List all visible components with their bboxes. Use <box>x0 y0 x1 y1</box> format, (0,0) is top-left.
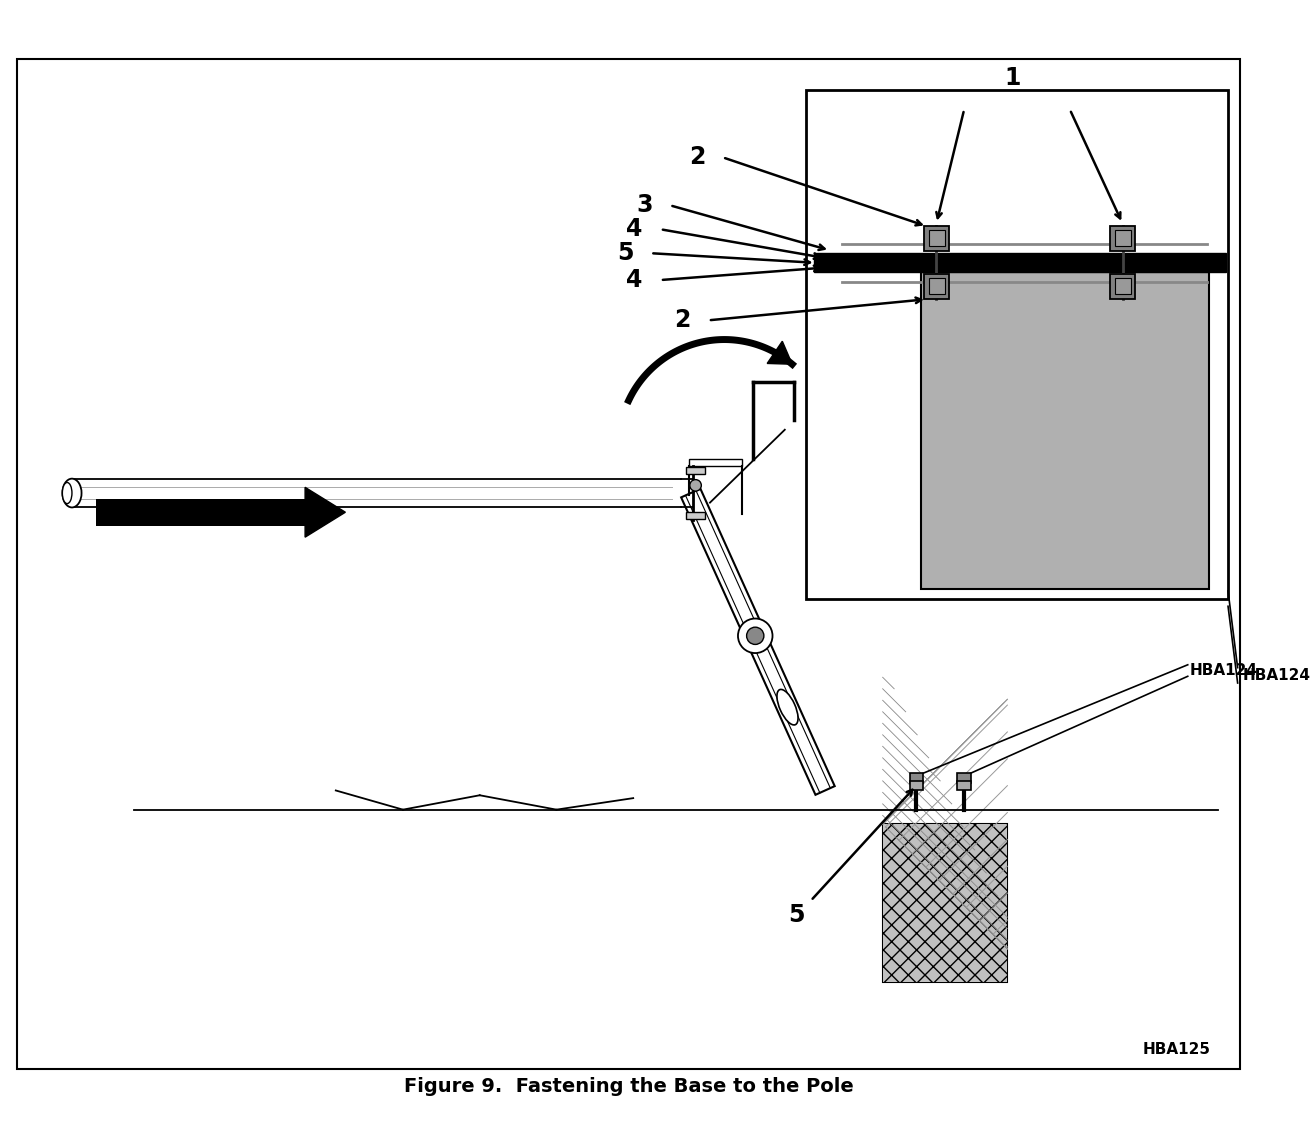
Text: 4: 4 <box>626 268 643 292</box>
Bar <box>924 226 948 251</box>
Bar <box>958 781 971 791</box>
Text: HBA125: HBA125 <box>1142 1042 1210 1057</box>
Circle shape <box>690 479 701 492</box>
Bar <box>883 824 1007 982</box>
Ellipse shape <box>63 479 81 507</box>
Circle shape <box>747 627 764 644</box>
Text: HBA124: HBA124 <box>1189 663 1258 678</box>
Polygon shape <box>305 487 346 537</box>
Circle shape <box>738 618 773 653</box>
Bar <box>883 824 1007 982</box>
Bar <box>921 272 1209 589</box>
Text: 5: 5 <box>789 903 804 928</box>
Bar <box>1110 226 1134 251</box>
Bar <box>686 512 705 519</box>
Bar <box>929 278 945 295</box>
Bar <box>686 467 705 473</box>
Text: 2: 2 <box>675 308 690 332</box>
Text: 1: 1 <box>1003 66 1020 90</box>
Bar <box>814 253 1226 272</box>
Bar <box>909 781 924 791</box>
Bar <box>909 773 924 783</box>
Text: Figure 9.  Fastening the Base to the Pole: Figure 9. Fastening the Base to the Pole <box>403 1077 853 1096</box>
Text: 4: 4 <box>626 217 643 241</box>
Bar <box>1115 278 1131 295</box>
Bar <box>806 90 1227 599</box>
Bar <box>96 498 317 525</box>
Polygon shape <box>768 341 793 364</box>
Ellipse shape <box>63 483 72 504</box>
Bar <box>929 231 945 246</box>
Bar <box>689 459 741 467</box>
Text: 3: 3 <box>635 193 652 217</box>
Bar <box>958 773 971 783</box>
Bar <box>1115 231 1131 246</box>
Polygon shape <box>681 488 834 794</box>
Text: 5: 5 <box>617 241 633 266</box>
Bar <box>924 275 948 299</box>
Ellipse shape <box>777 689 798 725</box>
Text: HBA124: HBA124 <box>1242 668 1310 683</box>
Bar <box>1110 275 1134 299</box>
Text: 2: 2 <box>689 146 705 170</box>
